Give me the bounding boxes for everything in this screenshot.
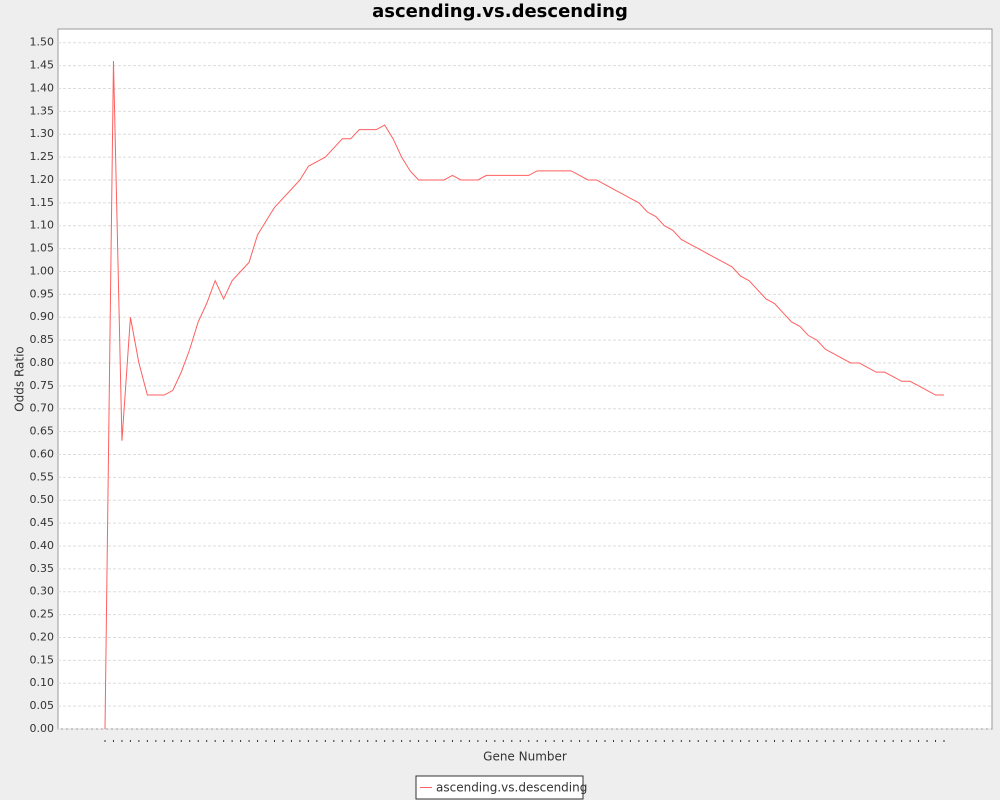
y-tick-label: 0.50: [30, 493, 55, 506]
y-tick-label: 0.00: [30, 722, 55, 735]
y-tick-label: 0.25: [30, 608, 55, 621]
y-tick-label: 1.35: [30, 104, 55, 117]
y-tick-label: 0.55: [30, 470, 55, 483]
y-tick-label: 0.15: [30, 653, 55, 666]
y-axis-label: Odds Ratio: [13, 346, 27, 412]
y-tick-label: 1.05: [30, 242, 55, 255]
plot-area: [57, 28, 993, 730]
y-tick-label: 0.40: [30, 539, 55, 552]
y-tick-label: 0.65: [30, 425, 55, 438]
y-tick-label: 1.25: [30, 150, 55, 163]
y-tick-label: 0.90: [30, 310, 55, 323]
y-tick-label: 1.40: [30, 81, 55, 94]
y-tick-label: 0.10: [30, 676, 55, 689]
y-tick-label: 0.20: [30, 630, 55, 643]
y-tick-label: 0.35: [30, 562, 55, 575]
chart-title: ascending.vs.descending: [372, 1, 628, 22]
x-axis-label: Gene Number: [483, 750, 567, 764]
legend-label: ascending.vs.descending: [436, 781, 587, 795]
y-tick-label: 1.50: [30, 36, 55, 49]
y-tick-label: 0.30: [30, 585, 55, 598]
y-tick-label: 0.70: [30, 402, 55, 415]
y-tick-label: 1.45: [30, 59, 55, 72]
y-tick-label: 1.15: [30, 196, 55, 209]
y-tick-label: 0.05: [30, 699, 55, 712]
legend-box: [415, 775, 584, 800]
y-tick-label: 0.75: [30, 379, 55, 392]
series-line: [104, 61, 944, 730]
y-tick-label: 1.00: [30, 264, 55, 277]
y-tick-label: 0.95: [30, 287, 55, 300]
y-tick-label: 0.80: [30, 356, 55, 369]
y-tick-label: 1.10: [30, 219, 55, 232]
y-tick-label: 0.45: [30, 516, 55, 529]
y-tick-label: 0.85: [30, 333, 55, 346]
y-tick-label: 0.60: [30, 447, 55, 460]
y-tick-label: 1.20: [30, 173, 55, 186]
y-tick-label: 1.30: [30, 127, 55, 140]
